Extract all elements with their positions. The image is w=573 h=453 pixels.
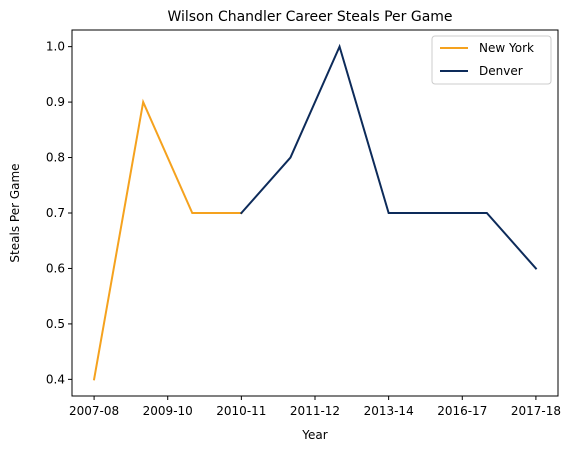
y-tick-label: 0.6 [46, 261, 65, 275]
y-tick-label: 0.8 [46, 151, 65, 165]
lines-layer [92, 43, 538, 381]
y-tick-label: 0.5 [46, 317, 65, 331]
y-tick-label: 0.9 [46, 95, 65, 109]
x-tick-label: 2017-18 [511, 404, 561, 418]
legend-label-new-york: New York [479, 41, 534, 55]
plot-frame [71, 29, 559, 397]
series-line-new-york [92, 98, 243, 381]
y-tick-label: 0.7 [46, 206, 65, 220]
x-tick-label: 2011-12 [290, 404, 340, 418]
x-tick-label: 2007-08 [69, 404, 119, 418]
series-line-denver [239, 43, 538, 270]
x-tick-label: 2009-10 [143, 404, 193, 418]
chart-title: Wilson Chandler Career Steals Per Game [167, 9, 452, 25]
x-tick-label: 2010-11 [216, 404, 266, 418]
x-axis-label: Year [301, 428, 327, 442]
y-axis-label: Steals Per Game [8, 163, 22, 262]
y-tick-label: 1.0 [46, 40, 65, 54]
x-tick-label: 2016-17 [437, 404, 487, 418]
y-tick-label: 0.4 [46, 372, 65, 386]
ticks-layer: 0.4 0.5 0.6 0.7 0.8 0.9 1.0 2007-08 2009-10 2010-… [46, 40, 561, 418]
legend: New York Denver [431, 35, 552, 85]
legend-label-denver: Denver [479, 64, 523, 78]
x-tick-label: 2013-14 [364, 404, 414, 418]
